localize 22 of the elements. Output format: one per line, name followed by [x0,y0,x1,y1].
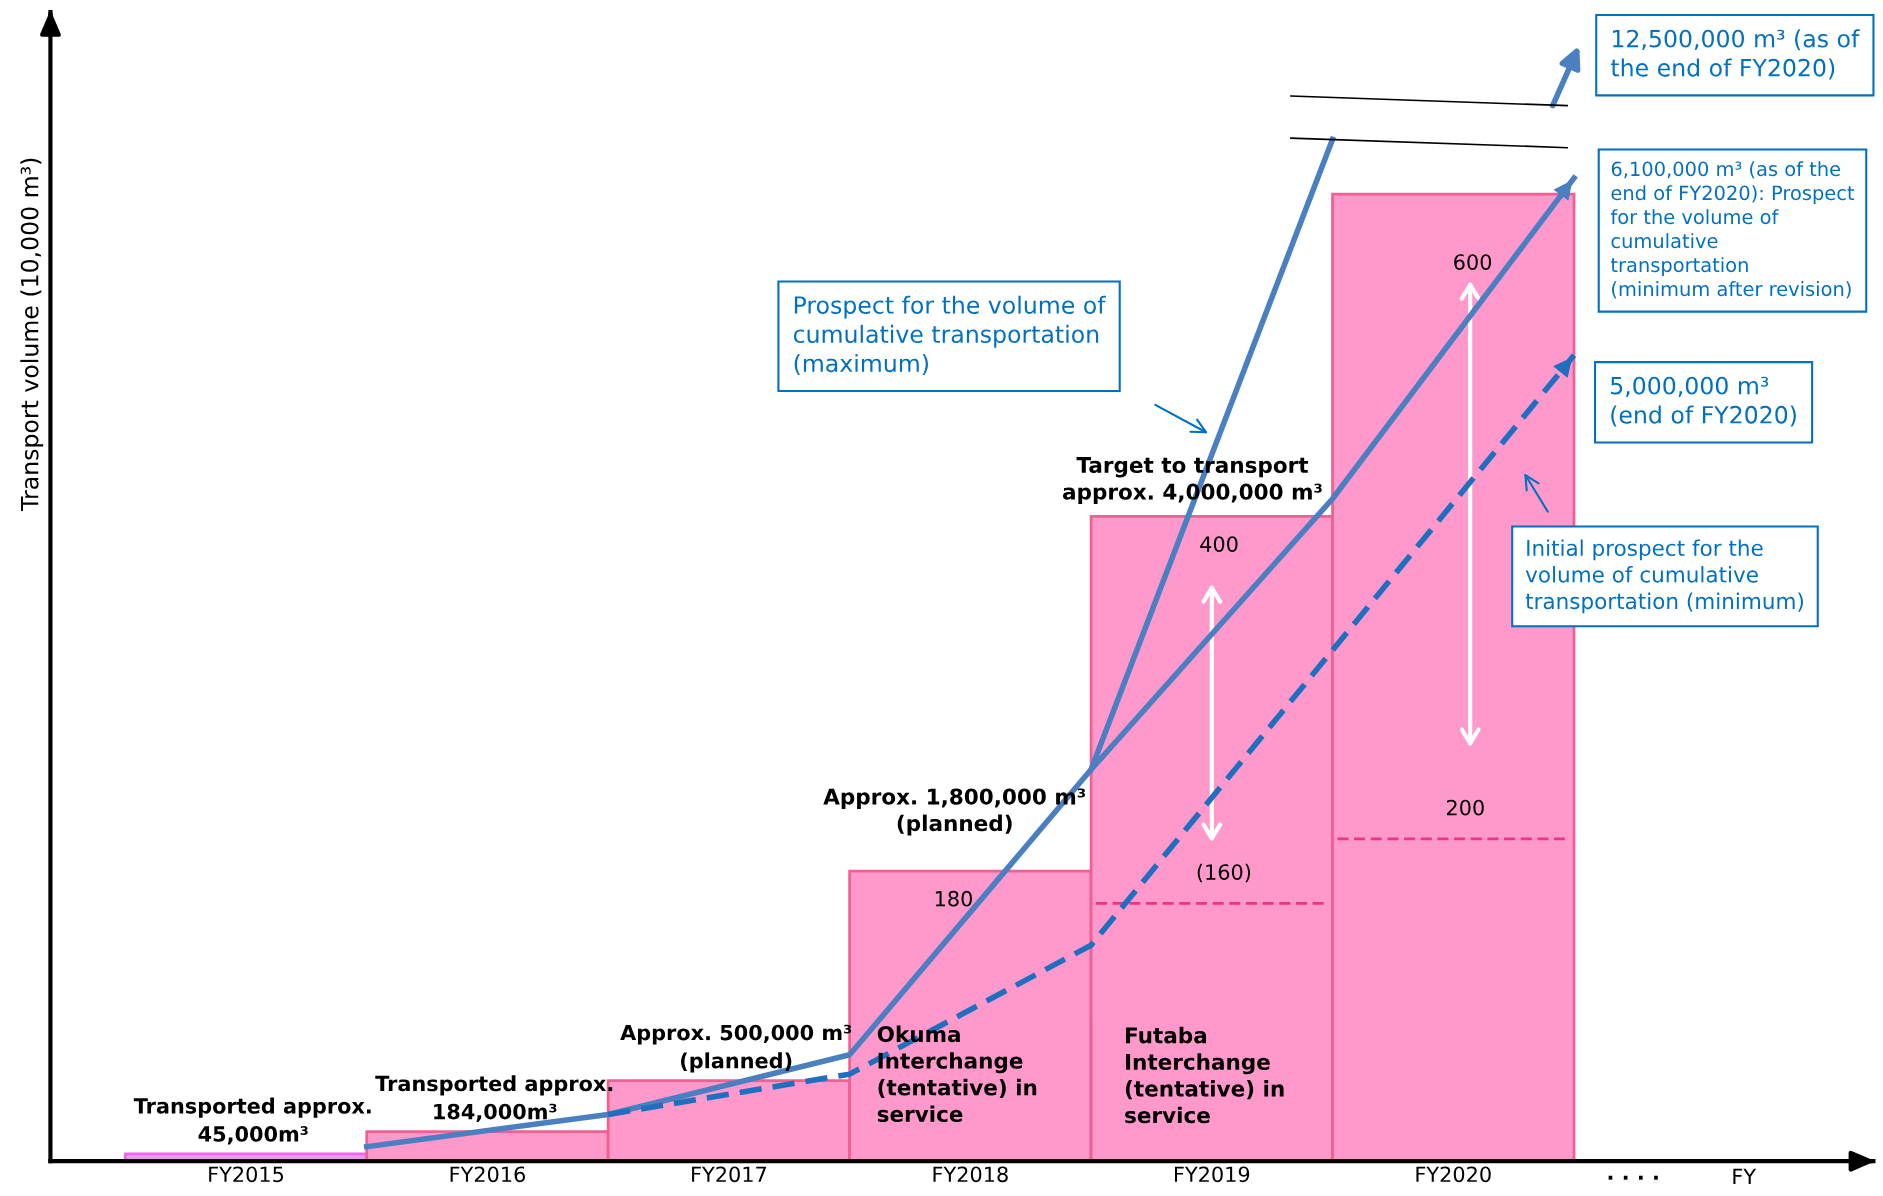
annotation: Initial prospect for the volume of cumulative transportation (minimum) [1525,539,1803,614]
annotation: 6,100,000 m³ (as of the end of FY2020): Prospect for the volume of cumulative transportation (minimum after revision) [1610,161,1855,299]
annotation: Transported approx. 45,000m³ [133,1097,371,1145]
annotation: Okuma Interchange (tentative) in service [877,1025,1037,1123]
annotation: Prospect for the volume of cumulative transportation (maximum) [793,295,1106,375]
ref-line-label: (160) [1197,863,1251,883]
data-label: 180 [935,890,972,907]
x-tick-label: FY2016 [450,1166,526,1183]
x-axis-title: FY [1733,1168,1757,1184]
x-tick-label: FY2018 [933,1166,1008,1183]
x-tick-label: FY2015 [209,1166,284,1183]
text: · · · · [1608,1175,1658,1180]
annotation: 5,000,000 m³ (end of FY2020) [1611,376,1796,427]
data-label: 400 [1200,536,1238,552]
x-tick-label: FY2020 [1416,1166,1491,1183]
x-tick-label: FY2019 [1175,1166,1250,1183]
ref-line-label: 200 [1446,799,1484,816]
y-axis-title: Transport volume (10,000 m³) [20,158,44,511]
annotation: 12,500,000 m³ (as of the end of FY2020) [1611,29,1860,80]
annotation: Futaba Interchange (tentative) in service [1125,1026,1284,1124]
data-label: 600 [1454,254,1492,270]
x-tick-label: FY2017 [692,1166,766,1183]
